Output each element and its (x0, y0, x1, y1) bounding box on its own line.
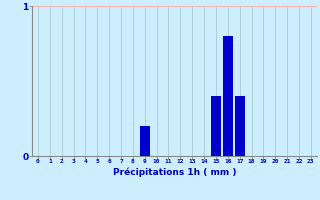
X-axis label: Précipitations 1h ( mm ): Précipitations 1h ( mm ) (113, 167, 236, 177)
Bar (140, 126, 150, 156)
Bar (235, 96, 245, 156)
Bar (223, 36, 233, 156)
Bar (211, 96, 221, 156)
